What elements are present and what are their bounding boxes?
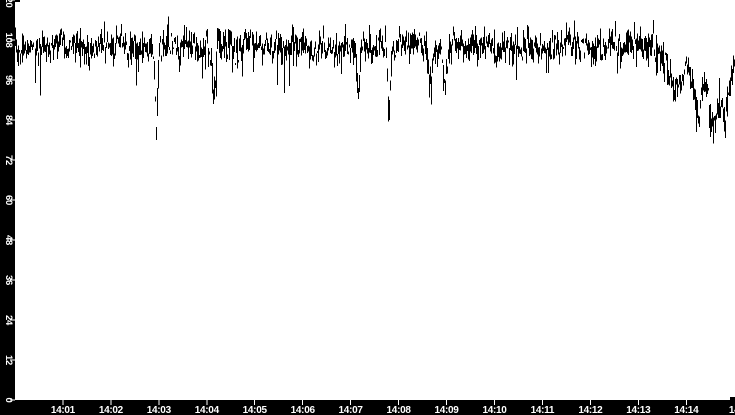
svg-text:36: 36	[3, 275, 14, 285]
svg-text:14:08: 14:08	[387, 405, 412, 415]
svg-text:14:03: 14:03	[147, 405, 172, 415]
svg-text:14:11: 14:11	[531, 405, 555, 415]
svg-text:14:02: 14:02	[99, 405, 124, 415]
svg-text:14:01: 14:01	[51, 405, 76, 415]
svg-text:84: 84	[3, 115, 14, 126]
svg-text:108: 108	[3, 33, 14, 48]
svg-text:72: 72	[3, 155, 14, 165]
svg-text:14: 14	[729, 405, 735, 415]
svg-text:96: 96	[3, 75, 14, 85]
svg-text:0: 0	[3, 398, 14, 403]
svg-text:14:14: 14:14	[674, 405, 699, 415]
svg-text:14:05: 14:05	[243, 405, 268, 415]
svg-text:12: 12	[3, 355, 14, 365]
svg-text:24: 24	[3, 315, 14, 326]
svg-text:14:04: 14:04	[195, 405, 220, 415]
svg-text:60: 60	[3, 195, 14, 205]
svg-text:14:07: 14:07	[339, 405, 364, 415]
svg-text:48: 48	[3, 235, 14, 245]
svg-text:14:12: 14:12	[578, 405, 603, 415]
svg-text:14:13: 14:13	[626, 405, 651, 415]
svg-text:14:09: 14:09	[434, 405, 459, 415]
svg-text:14:06: 14:06	[291, 405, 316, 415]
svg-text:14:10: 14:10	[482, 405, 507, 415]
svg-text:120: 120	[3, 0, 14, 7]
